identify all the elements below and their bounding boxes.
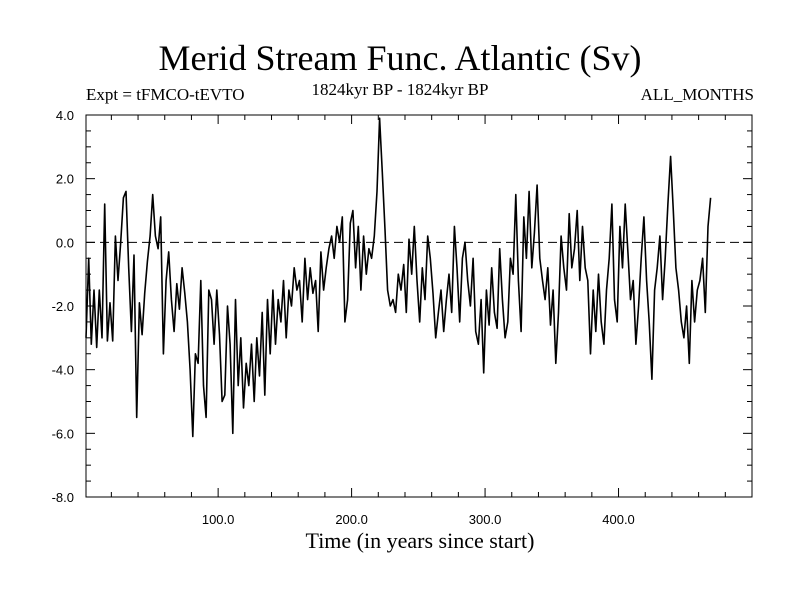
- x-axis-label: Time (in years since start): [305, 528, 535, 553]
- x-tick-label: 200.0: [335, 512, 368, 527]
- y-tick-label: 0.0: [56, 235, 74, 250]
- series-line: [85, 117, 712, 438]
- y-tick-label: -6.0: [52, 426, 74, 441]
- x-tick-label: 100.0: [202, 512, 235, 527]
- y-tick-label: -4.0: [52, 363, 74, 378]
- y-tick-label: 2.0: [56, 172, 74, 187]
- time-range-label: 1824kyr BP - 1824kyr BP: [311, 80, 489, 99]
- experiment-label: Expt = tFMCO-tEVTO: [86, 85, 245, 104]
- months-label: ALL_MONTHS: [640, 85, 754, 104]
- x-tick-label: 300.0: [469, 512, 502, 527]
- axis-tick-labels: 100.0 200.0 300.0 400.0 4.0 2.0 0.0 -2.0 -4.0 -6.…: [52, 108, 635, 527]
- y-tick-label: -2.0: [52, 299, 74, 314]
- axis-ticks: [86, 114, 752, 498]
- x-tick-label: 400.0: [602, 512, 635, 527]
- y-tick-label: 4.0: [56, 108, 74, 123]
- chart-title: Merid Stream Func. Atlantic (Sv): [158, 38, 642, 78]
- y-tick-label: -8.0: [52, 490, 74, 505]
